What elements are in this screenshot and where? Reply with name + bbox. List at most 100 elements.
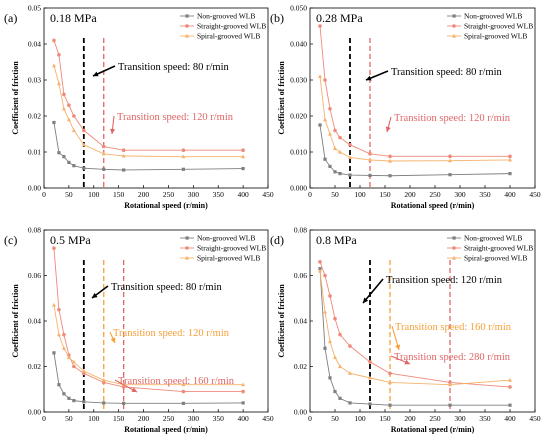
data-point [56,81,61,86]
series-line-non-grooved [319,268,510,406]
transition-annotation: Transition speed: 120 r/min [117,112,234,123]
data-point [72,399,76,403]
pressure-label: 0.28 MPa [316,11,363,25]
data-point [101,377,106,382]
y-axis-label: Coefficient of friction [11,61,20,135]
data-point [181,167,185,171]
data-point [323,273,327,278]
pressure-label: 0.18 MPa [50,11,97,25]
data-point [52,351,56,355]
transition-annotation: Transition speed: 80 r/min [118,62,229,73]
x-tick-label: 450 [262,414,274,423]
plot-frame [309,7,536,189]
data-point [323,309,327,314]
y-axis-label: Coefficient of friction [277,284,286,358]
data-point [328,339,332,344]
data-point [61,346,66,350]
x-tick-label: 0 [42,190,46,199]
series-line-straight-grooved [319,261,511,388]
pressure-label: 0.5 MPa [50,233,91,247]
x-tick-label: 300 [188,414,200,423]
data-point [181,382,186,387]
data-point [328,107,332,111]
data-point [67,160,71,165]
data-point [348,155,352,159]
x-tick-label: 200 [404,190,416,199]
x-tick-label: 400 [237,190,249,199]
x-tick-label: 350 [213,414,225,423]
data-point [62,392,66,396]
legend-label: Straight-grooved WLB [464,244,533,253]
series-line-spiral-grooved [53,65,244,158]
y-tick-label: 0.010 [290,148,307,157]
data-point [448,173,452,177]
x-tick-label: 200 [138,190,150,199]
x-tick-label: 50 [65,414,73,423]
x-tick-label: 350 [479,190,491,199]
y-tick-label: 0.05 [28,4,41,13]
legend-label: Spiral-grooved WLB [464,254,527,263]
y-tick-label: 0.04 [294,317,307,326]
chart-panel-d: 0 50 100 150 200 250 300 350 400 450 0.00 0.02 0.04 0… [270,226,541,435]
x-tick-label: 150 [379,190,391,199]
x-tick-label: 0 [308,414,312,423]
data-point [181,154,186,159]
x-tick-label: 50 [331,414,339,423]
data-point [338,172,342,176]
legend-marker [185,255,189,260]
transition-annotation: Transition speed: 160 r/min [395,322,512,333]
plot-frame [43,7,269,189]
x-tick-label: 250 [163,414,175,423]
data-point [388,371,392,376]
data-point [328,294,332,298]
legend-marker [185,246,189,250]
data-point [318,123,322,127]
data-point [508,172,512,176]
data-point [102,167,106,171]
legend-marker [452,255,456,260]
y-tick-label: 0.02 [294,362,307,371]
transition-annotation: Transition speed: 120 r/min [394,113,511,124]
x-tick-label: 300 [454,414,466,423]
x-tick-label: 200 [138,414,150,423]
data-point [62,332,66,337]
data-point [338,364,342,369]
data-point [318,268,322,273]
data-point [52,38,56,43]
data-point [72,164,76,168]
data-point [51,302,56,307]
legend-label: Non-grooved WLB [464,12,522,21]
x-tick-label: 250 [429,190,441,199]
x-axis-label: Rotational speed (r/min) [391,201,475,210]
transition-annotation: Transition speed: 280 r/min [394,352,511,363]
legend-label: Non-grooved WLB [197,234,255,243]
data-point [57,383,61,387]
y-tick-label: 0.06 [28,271,41,280]
series-line-non-grooved [53,352,244,404]
data-point [333,316,337,321]
data-point [508,377,512,382]
legend-label: Straight-grooved WLB [197,22,266,31]
data-point [318,260,322,264]
x-tick-label: 250 [429,414,441,423]
legend-marker [452,33,456,38]
data-point [368,360,372,364]
x-tick-label: 150 [113,414,125,423]
x-tick-label: 0 [308,190,312,199]
x-tick-label: 350 [213,190,225,199]
x-tick-label: 350 [479,414,491,423]
data-point [508,154,512,159]
data-point [101,151,106,156]
data-point [388,403,392,407]
data-point [328,376,332,380]
data-point [323,157,327,161]
data-point [82,128,86,133]
x-tick-label: 450 [262,190,274,199]
x-tick-label: 450 [529,414,541,423]
data-point [338,135,342,140]
y-tick-label: 0.08 [28,226,41,235]
data-point [52,120,56,125]
x-tick-label: 250 [163,190,175,199]
data-point [323,117,327,122]
x-tick-label: 100 [354,190,366,199]
